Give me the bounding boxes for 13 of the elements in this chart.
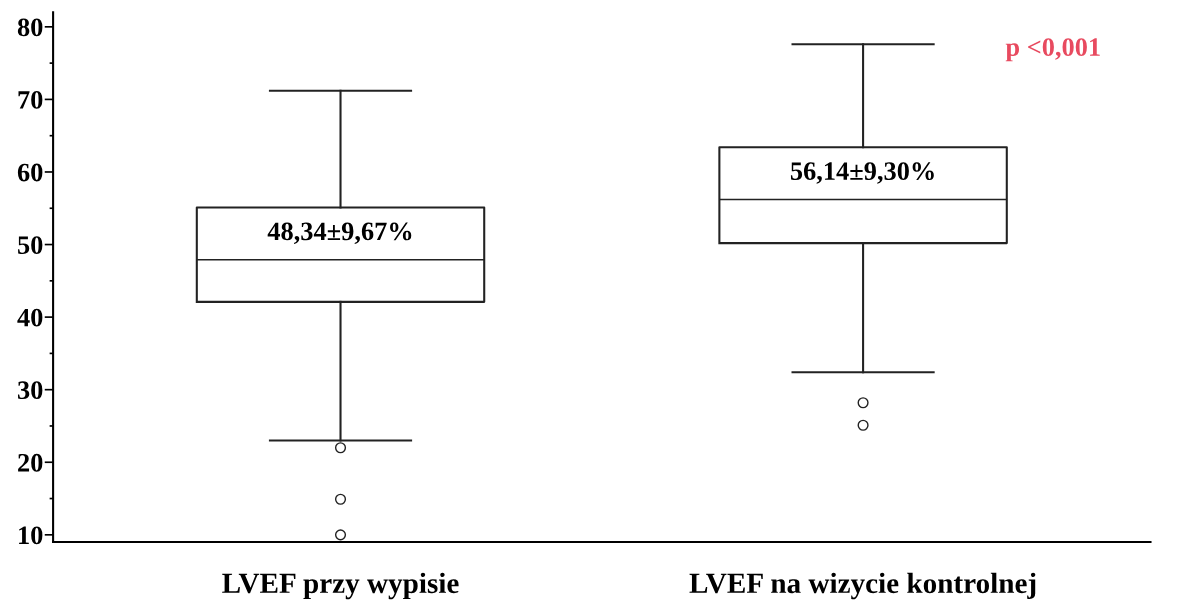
y-tick-label: 80 — [17, 18, 43, 37]
y-tick-label: 40 — [17, 308, 43, 327]
x-tick-label: LVEF przy wypisie — [222, 572, 459, 600]
y-tick-label: 20 — [18, 453, 43, 472]
annotation: p <0,001 — [1005, 38, 1100, 62]
y-tick-label: 70 — [18, 91, 43, 109]
y-tick-label: 10 — [19, 526, 43, 545]
y-tick-label: 30 — [17, 381, 43, 400]
x-tick-label: LVEF na wizycie kontrolnej — [689, 572, 1036, 600]
annotation: 48,34±9,67% — [267, 222, 412, 245]
y-tick-label: 50 — [18, 236, 43, 254]
y-tick-label: 60 — [17, 163, 43, 182]
annotation: 56,14±9,30% — [790, 162, 934, 184]
